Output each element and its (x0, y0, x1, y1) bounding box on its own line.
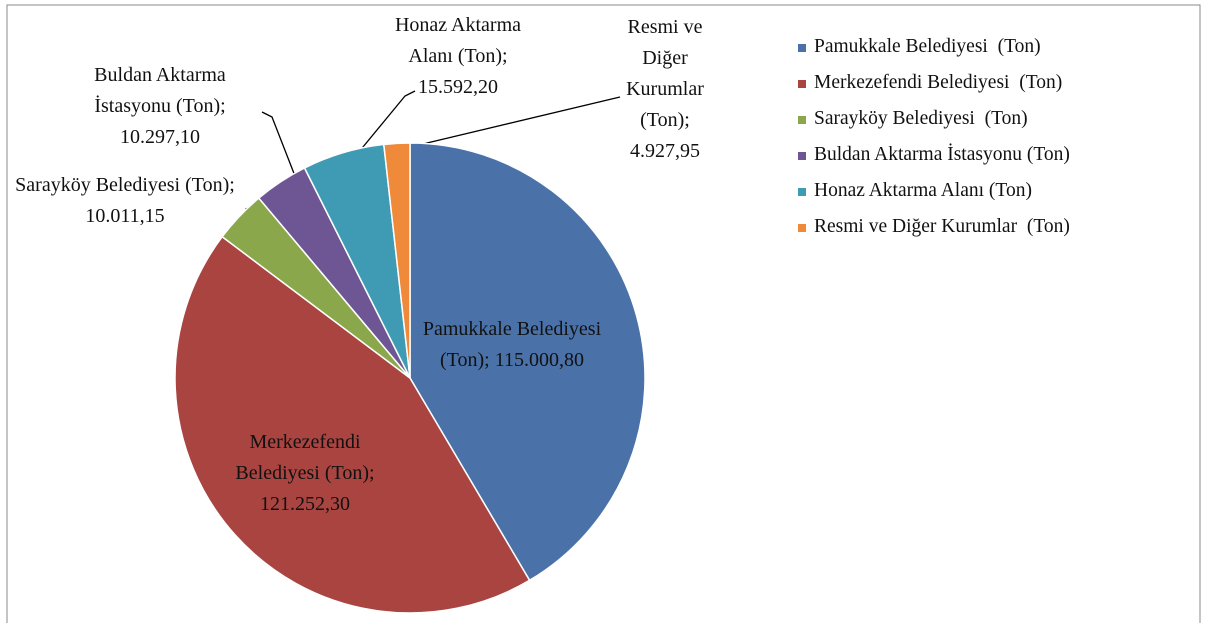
data-label: Buldan Aktarma İstasyonu (Ton) 10.297,10 (55, 60, 265, 153)
legend-label: Resmi ve Diğer Kurumlar (Ton) (814, 216, 1070, 237)
legend-item: Honaz Aktarma Alanı (Ton) (798, 180, 1032, 202)
legend-item: Merkezefendi Belediyesi (Ton) (798, 72, 1062, 94)
legend-item: Pamukkale Belediyesi (Ton) (798, 36, 1041, 58)
data-label-value: 15.592,20 (418, 76, 498, 98)
legend-swatch (798, 115, 806, 124)
legend-label: Merkezefendi Belediyesi (Ton) (814, 72, 1063, 93)
data-label-value: 10.011,15 (85, 205, 165, 227)
data-label-value: 10.297,10 (120, 126, 200, 148)
data-label-value: 4.927,95 (630, 140, 700, 162)
data-label: Pamukkale Belediyesi (Ton) 115.000,80 (417, 314, 607, 376)
pie-slice (174, 235, 531, 614)
legend-item: Resmi ve Diğer Kurumlar (Ton) (798, 216, 1070, 238)
legend-swatch (798, 43, 806, 52)
leader-line (405, 96, 621, 149)
legend-label: Buldan Aktarma İstasyonu (Ton) (814, 144, 1070, 165)
data-label-name: Buldan Aktarma İstasyonu (Ton) (94, 64, 226, 117)
data-label-value: 121.252,30 (260, 493, 350, 515)
legend-item: Sarayköy Belediyesi (Ton) (798, 108, 1028, 130)
legend-label: Sarayköy Belediyesi (Ton) (814, 108, 1028, 129)
data-label-name: Resmi ve Diğer Kurumlar (Ton) (626, 16, 704, 131)
frame (6, 4, 1201, 623)
data-label-name: Merkezefendi Belediyesi (Ton) (235, 431, 374, 484)
data-label: Merkezefendi Belediyesi (Ton) 121.252,30 (205, 427, 405, 520)
pie-slice (382, 142, 411, 379)
legend-swatch (798, 187, 806, 196)
data-label-name: Sarayköy Belediyesi (Ton) (15, 174, 235, 196)
legend-swatch (798, 151, 806, 160)
data-label-value: 115.000,80 (494, 349, 584, 371)
leader-line (357, 90, 416, 154)
legend-item: Buldan Aktarma İstasyonu (Ton) (798, 144, 1070, 166)
data-label-name: Honaz Aktarma Alanı (Ton) (395, 14, 521, 67)
data-label: Honaz Aktarma Alanı (Ton) 15.592,20 (373, 10, 543, 103)
data-label: Sarayköy Belediyesi (Ton) 10.011,15 (5, 170, 245, 232)
data-label: Resmi ve Diğer Kurumlar (Ton) 4.927,95 (610, 12, 720, 167)
legend-label: Pamukkale Belediyesi (Ton) (814, 36, 1041, 57)
pie-slice (409, 142, 646, 582)
legend-label: Honaz Aktarma Alanı (Ton) (814, 180, 1032, 201)
leader-line (261, 111, 296, 177)
legend-swatch (798, 223, 806, 232)
legend-swatch (798, 79, 806, 88)
